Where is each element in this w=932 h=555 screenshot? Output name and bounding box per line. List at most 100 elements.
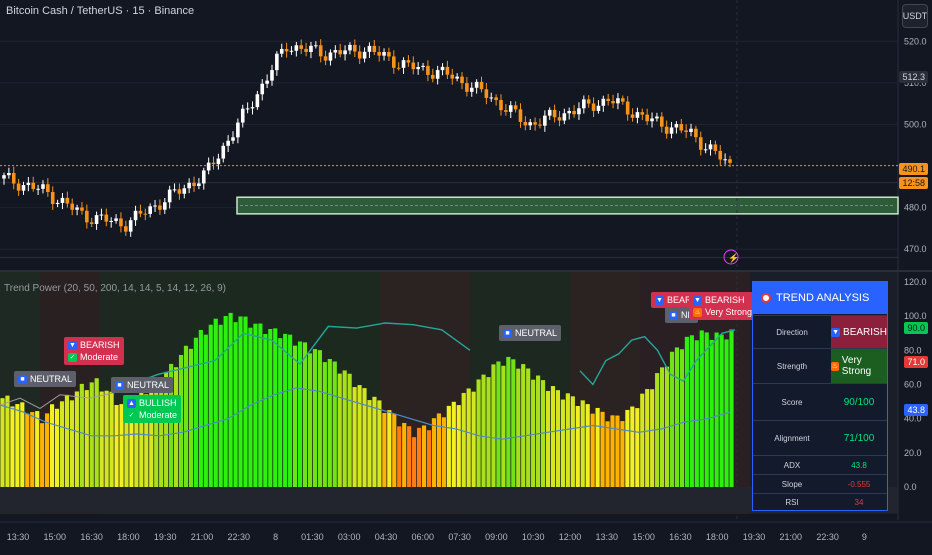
candle-body (421, 65, 425, 68)
candle-body (606, 98, 610, 102)
down-arrow-icon: ▼ (693, 296, 702, 306)
currency-button[interactable]: USDT (902, 4, 928, 28)
candle-body (143, 213, 148, 215)
candle-body (669, 127, 674, 134)
trend-power-bar (15, 404, 20, 487)
trend-power-bar (595, 407, 600, 487)
trend-power-bar (124, 398, 129, 487)
candle-body (640, 112, 645, 115)
candle-body (577, 108, 581, 115)
trend-power-bar (669, 351, 675, 487)
candle-body (621, 98, 625, 102)
time-tick-label: 15:00 (44, 532, 67, 542)
candle-body (65, 197, 70, 204)
trend-power-bar (694, 340, 699, 487)
candle-body (508, 105, 513, 112)
trend-power-bar (431, 418, 437, 487)
trend-power-bar (0, 398, 5, 487)
candle-body (318, 45, 323, 57)
trend-power-bar (575, 405, 580, 487)
time-tick-label: 10:30 (522, 532, 545, 542)
trend-power-bar (640, 393, 645, 487)
trend-power-bar (446, 405, 451, 487)
rsi-label: RSI (785, 498, 799, 507)
strength-row: Strength ♨ Very Strong (753, 348, 887, 383)
candle-body (11, 172, 16, 184)
trend-power-bar (84, 390, 89, 487)
trend-power-bar (709, 339, 714, 487)
countdown-tag: 12:58 (899, 177, 928, 189)
time-tick-label: 13:30 (596, 532, 619, 542)
time-tick-label: 04:30 (375, 532, 398, 542)
direction-row: Direction ▼ BEARISH (753, 315, 887, 348)
candle-body (26, 182, 31, 186)
trend-power-bar (719, 334, 724, 487)
trend-power-bar (114, 405, 119, 487)
candle-body (401, 60, 406, 68)
trend-power-bar (377, 400, 382, 487)
down-arrow-icon: ▼ (831, 327, 841, 337)
indicator-title[interactable]: Trend Power (20, 50, 200, 14, 14, 5, 14,… (4, 283, 226, 294)
candle-body (591, 103, 596, 111)
trend-power-bar (99, 391, 104, 487)
candle-body (206, 162, 211, 171)
trend-power-bar (203, 334, 208, 487)
candle-body (304, 48, 308, 52)
time-tick-label: 21:00 (191, 532, 214, 542)
candle-body (231, 137, 235, 141)
candle-body (557, 117, 562, 121)
trend-power-bar (560, 399, 565, 487)
trend-power-bar (297, 341, 303, 487)
trend-power-bar (660, 367, 665, 487)
trend-power-bar (585, 404, 590, 487)
neutral-text: NEUTRAL (127, 380, 170, 390)
candle-body (343, 50, 347, 55)
adx-value: 43.8 (851, 460, 867, 470)
flame-icon: ♨ (831, 361, 839, 371)
candle-body (89, 222, 94, 224)
candle-body (192, 182, 196, 187)
trend-power-bar (615, 415, 620, 487)
candle-body (75, 207, 79, 210)
indicator-tick-label: 60.0 (904, 380, 922, 390)
candle-body (167, 189, 172, 203)
candle-body (411, 62, 416, 70)
candle-body (367, 45, 372, 52)
trend-power-bar (407, 426, 412, 487)
candle-body (99, 214, 104, 216)
candle-body (226, 140, 230, 146)
candle-body (572, 110, 576, 115)
trend-power-bar (555, 390, 561, 487)
candle-body (260, 83, 265, 95)
trend-power-bar (45, 413, 50, 487)
symbol-title[interactable]: Bitcoin Cash / TetherUS · 15 · Binance (6, 5, 195, 17)
trend-power-bar (288, 334, 293, 487)
candle-body (484, 89, 489, 98)
trend-power-bar (74, 391, 79, 487)
trend-power-bar (451, 401, 456, 487)
candle-body (518, 109, 523, 122)
candle-body (567, 110, 572, 114)
candle-body (674, 124, 679, 128)
candle-body (435, 70, 440, 79)
candle-body (723, 159, 727, 161)
trend-power-bar (337, 373, 342, 487)
slope-label: Slope (781, 479, 803, 489)
time-tick-label: 8 (273, 532, 278, 542)
candle-body (333, 50, 338, 53)
candle-body (338, 50, 343, 55)
trend-power-bar (54, 408, 60, 487)
trend-power-bar (704, 332, 709, 487)
rsi-row: RSI 34 (753, 493, 887, 511)
trend-power-bar (332, 361, 337, 487)
score-value: 90/100 (843, 396, 875, 408)
candle-body (694, 128, 698, 138)
trend-power-bar (119, 404, 124, 487)
trend-power-bar (496, 361, 501, 487)
candle-body (187, 182, 191, 189)
trend-power-bar (689, 335, 694, 487)
trend-power-bar (650, 389, 655, 487)
trend-analysis-header: TREND ANALYSIS (753, 282, 887, 314)
trend-power-bar (144, 394, 149, 487)
trend-power-bar (466, 388, 471, 487)
